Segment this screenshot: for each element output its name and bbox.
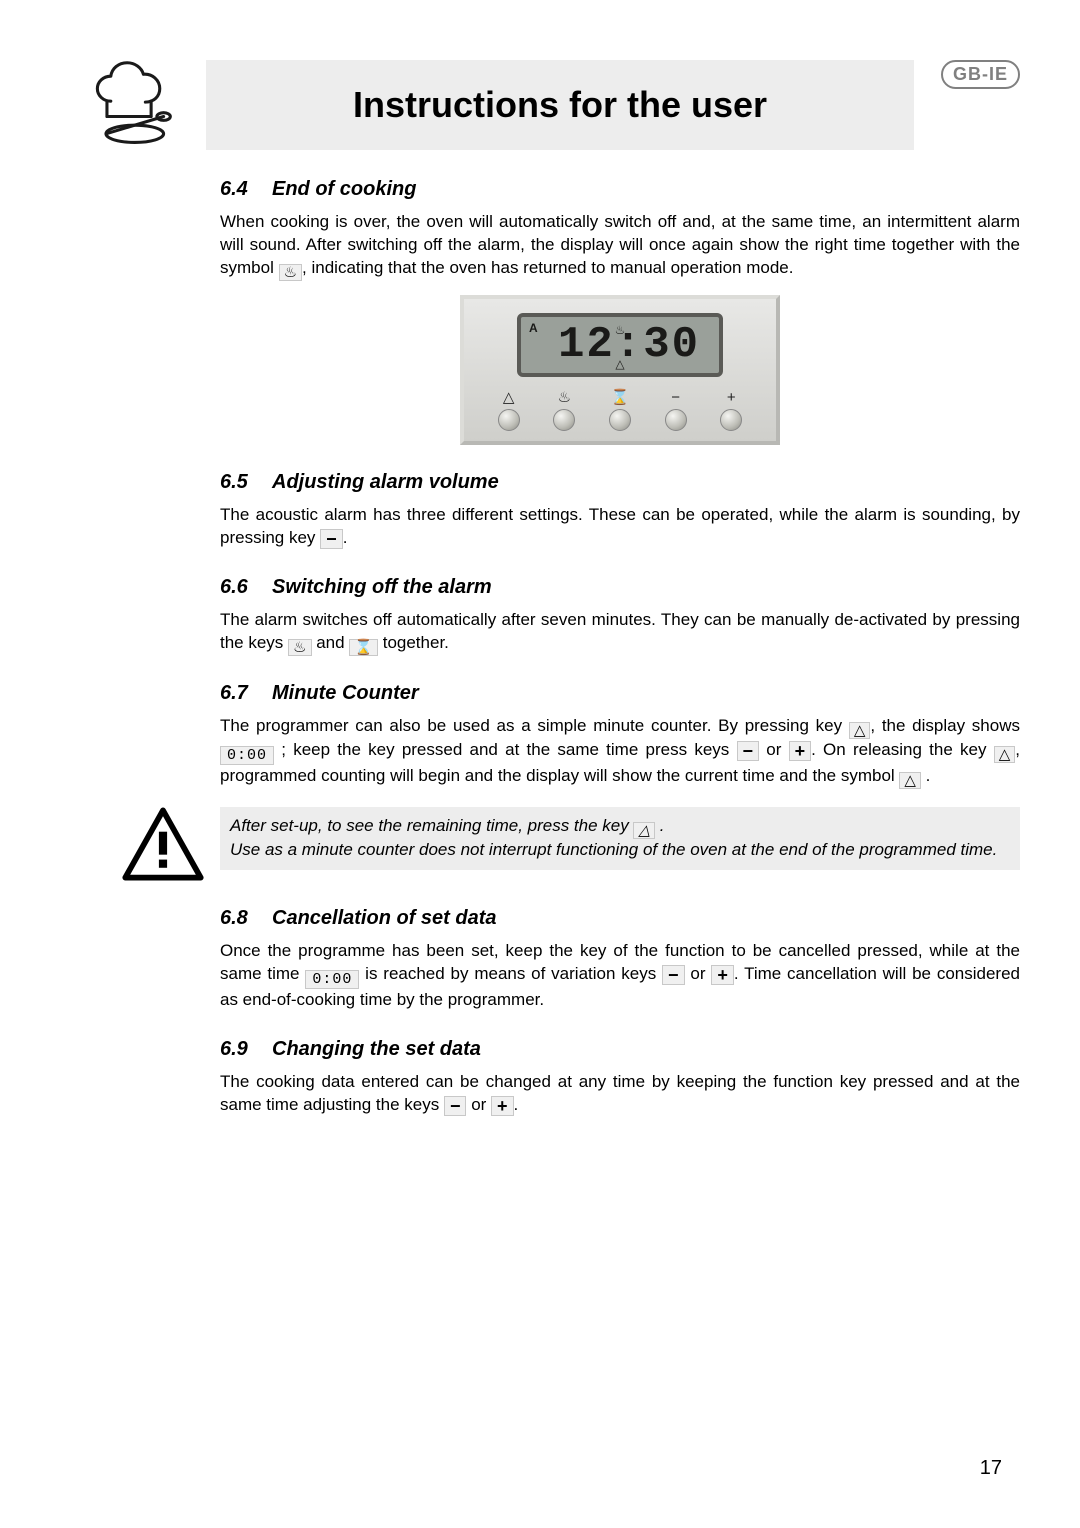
oven-pot-button: ♨ bbox=[553, 389, 575, 431]
text-run: is reached by means of variation keys bbox=[359, 964, 662, 983]
text-run: . bbox=[343, 528, 348, 547]
section-title: End of cooking bbox=[272, 178, 416, 200]
pot-icon: ♨ bbox=[288, 639, 311, 656]
text-run: or bbox=[759, 740, 789, 759]
section-6-9: 6.9Changing the set data The cooking dat… bbox=[220, 1038, 1020, 1117]
oven-lcd: A ♨ 12:30 △ bbox=[517, 313, 723, 377]
minus-icon: − bbox=[737, 741, 760, 761]
text-run: , indicating that the oven has returned … bbox=[302, 258, 793, 277]
text-run: . bbox=[921, 766, 930, 785]
text-run: and bbox=[312, 633, 350, 652]
page-title: Instructions for the user bbox=[353, 84, 767, 126]
section-body: When cooking is over, the oven will auto… bbox=[220, 211, 1020, 281]
section-body: The acoustic alarm has three different s… bbox=[220, 504, 1020, 550]
oven-button-row: △ ♨ ⌛ − + bbox=[464, 389, 776, 431]
plus-icon: + bbox=[727, 389, 736, 407]
section-number: 6.5 bbox=[220, 471, 272, 494]
lcd-bell-icon: △ bbox=[615, 357, 624, 371]
section-6-7: 6.7Minute Counter The programmer can als… bbox=[220, 682, 1020, 789]
bell-icon: △ bbox=[994, 746, 1016, 763]
bell-icon: △ bbox=[503, 389, 515, 407]
knob bbox=[665, 409, 687, 431]
locale-badge-cell: GB-IE bbox=[920, 60, 1020, 150]
oven-panel: A ♨ 12:30 △ △ ♨ ⌛ − + bbox=[460, 295, 780, 445]
oven-potx-button: ⌛ bbox=[609, 389, 631, 431]
section-title: Changing the set data bbox=[272, 1038, 481, 1060]
bell-icon: △ bbox=[633, 822, 655, 839]
knob bbox=[720, 409, 742, 431]
text-run: After set-up, to see the remaining time,… bbox=[230, 816, 633, 835]
page: Instructions for the user GB-IE 6.4End o… bbox=[0, 0, 1080, 1528]
oven-bell-button: △ bbox=[498, 389, 520, 431]
section-6-5: 6.5Adjusting alarm volume The acoustic a… bbox=[220, 471, 1020, 550]
section-body: Once the programme has been set, keep th… bbox=[220, 940, 1020, 1012]
section-body: The alarm switches off automatically aft… bbox=[220, 609, 1020, 656]
chef-logo bbox=[60, 60, 200, 150]
caution-line-1: After set-up, to see the remaining time,… bbox=[230, 815, 1010, 839]
text-run: . On releasing the key bbox=[811, 740, 994, 759]
bell-icon: △ bbox=[849, 722, 871, 739]
pot-icon: ♨ bbox=[279, 264, 302, 281]
knob bbox=[553, 409, 575, 431]
section-heading: 6.7Minute Counter bbox=[220, 682, 1020, 705]
section-number: 6.7 bbox=[220, 682, 272, 705]
oven-minus-button: − bbox=[665, 389, 687, 431]
minus-icon: − bbox=[320, 529, 343, 549]
section-number: 6.9 bbox=[220, 1038, 272, 1061]
plus-icon: + bbox=[711, 965, 734, 985]
section-title: Adjusting alarm volume bbox=[272, 471, 499, 493]
text-run: or bbox=[685, 964, 712, 983]
section-heading: 6.6Switching off the alarm bbox=[220, 576, 1020, 599]
section-title: Cancellation of set data bbox=[272, 907, 497, 929]
knob bbox=[498, 409, 520, 431]
text-run: , the display shows bbox=[870, 716, 1020, 735]
title-bar: Instructions for the user bbox=[206, 60, 914, 150]
caution-text-box: After set-up, to see the remaining time,… bbox=[220, 807, 1020, 870]
text-run: or bbox=[466, 1095, 491, 1114]
locale-badge: GB-IE bbox=[941, 60, 1020, 89]
section-6-6: 6.6Switching off the alarm The alarm swi… bbox=[220, 576, 1020, 656]
section-body: The programmer can also be used as a sim… bbox=[220, 715, 1020, 789]
lcd-inner: A ♨ 12:30 △ bbox=[521, 317, 719, 373]
pot-icon: ♨ bbox=[558, 389, 571, 407]
text-run: . bbox=[514, 1095, 519, 1114]
section-heading: 6.5Adjusting alarm volume bbox=[220, 471, 1020, 494]
text-run: The programmer can also be used as a sim… bbox=[220, 716, 849, 735]
text-run: together. bbox=[378, 633, 449, 652]
knob bbox=[609, 409, 631, 431]
warning-icon bbox=[120, 807, 206, 881]
plus-icon: + bbox=[789, 741, 812, 761]
page-number: 17 bbox=[980, 1457, 1002, 1480]
lcd-auto-indicator: A bbox=[529, 321, 538, 335]
minus-icon: − bbox=[444, 1096, 467, 1116]
section-title: Minute Counter bbox=[272, 682, 419, 704]
minus-icon: − bbox=[662, 965, 685, 985]
section-title: Switching off the alarm bbox=[272, 576, 492, 598]
plus-icon: + bbox=[491, 1096, 514, 1116]
lcd-time: 12:30 bbox=[547, 321, 711, 369]
oven-plus-button: + bbox=[720, 389, 742, 431]
caution-line-2: Use as a minute counter does not interru… bbox=[230, 839, 1010, 862]
section-number: 6.4 bbox=[220, 178, 272, 201]
section-6-4: 6.4End of cooking When cooking is over, … bbox=[220, 178, 1020, 445]
section-number: 6.6 bbox=[220, 576, 272, 599]
section-6-8: 6.8Cancellation of set data Once the pro… bbox=[220, 907, 1020, 1012]
text-run: ; keep the key pressed and at the same t… bbox=[274, 740, 736, 759]
section-heading: 6.4End of cooking bbox=[220, 178, 1020, 201]
pot-x-icon: ⌛ bbox=[349, 639, 378, 656]
zero-time-icon: 0:00 bbox=[305, 970, 359, 989]
oven-display-figure: A ♨ 12:30 △ △ ♨ ⌛ − + bbox=[220, 295, 1020, 445]
section-heading: 6.8Cancellation of set data bbox=[220, 907, 1020, 930]
text-run: . bbox=[655, 816, 664, 835]
bell-icon: △ bbox=[899, 772, 921, 789]
section-number: 6.8 bbox=[220, 907, 272, 930]
pot-x-icon: ⌛ bbox=[611, 389, 630, 407]
minus-icon: − bbox=[671, 389, 680, 407]
header: Instructions for the user GB-IE bbox=[60, 60, 1020, 150]
section-heading: 6.9Changing the set data bbox=[220, 1038, 1020, 1061]
zero-time-icon: 0:00 bbox=[220, 746, 274, 765]
text-run: The cooking data entered can be changed … bbox=[220, 1072, 1020, 1114]
caution-block: After set-up, to see the remaining time,… bbox=[120, 807, 1020, 881]
section-body: The cooking data entered can be changed … bbox=[220, 1071, 1020, 1117]
